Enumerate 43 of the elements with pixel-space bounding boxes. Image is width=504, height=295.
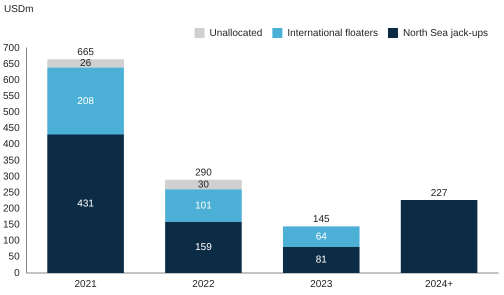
legend-label: International floaters <box>287 28 378 39</box>
bar <box>165 180 242 190</box>
data-label: 64 <box>316 231 328 242</box>
bar <box>400 200 478 273</box>
y-axis-title: USDm <box>4 4 34 15</box>
data-label: 431 <box>77 198 94 210</box>
bar <box>47 68 124 134</box>
y-tick-label: 0 <box>14 268 20 279</box>
y-tick-label: 400 <box>2 139 20 150</box>
y-tick-label: 450 <box>2 123 20 134</box>
total-label: 227 <box>430 188 448 199</box>
bar <box>165 189 242 222</box>
x-tick-label: 2021 <box>74 278 98 290</box>
y-tick-label: 200 <box>2 203 20 214</box>
y-tick-label: 600 <box>2 74 20 86</box>
total-label: 145 <box>312 214 330 226</box>
bar <box>282 226 360 247</box>
legend-label: North Sea jack-ups <box>402 28 488 39</box>
bar <box>47 134 124 273</box>
total-label: 290 <box>195 168 212 179</box>
data-label: 26 <box>80 58 92 70</box>
x-tick-label: 2022 <box>192 278 215 290</box>
y-tick-label: 100 <box>2 236 20 247</box>
bar <box>282 246 360 273</box>
y-tick-label: 350 <box>2 155 20 166</box>
data-label: 208 <box>77 96 94 107</box>
bar <box>165 222 242 273</box>
y-tick-label: 300 <box>2 171 20 182</box>
x-tick-label: 2024+ <box>425 278 454 290</box>
y-tick-label: 500 <box>2 107 20 118</box>
y-tick-label: 50 <box>8 252 20 263</box>
data-label: 30 <box>198 179 210 190</box>
data-label: 101 <box>195 200 212 212</box>
y-tick-label: 650 <box>2 58 20 70</box>
y-tick-label: 550 <box>2 90 20 102</box>
y-tick-label: 150 <box>2 220 20 231</box>
total-label: 665 <box>77 47 94 58</box>
x-tick-label: 2023 <box>310 278 333 290</box>
data-label: 81 <box>316 254 328 266</box>
data-label: 159 <box>195 242 212 254</box>
legend-label: Unallocated <box>210 28 262 39</box>
y-tick-label: 700 <box>2 42 20 54</box>
y-tick-label: 250 <box>2 187 20 198</box>
